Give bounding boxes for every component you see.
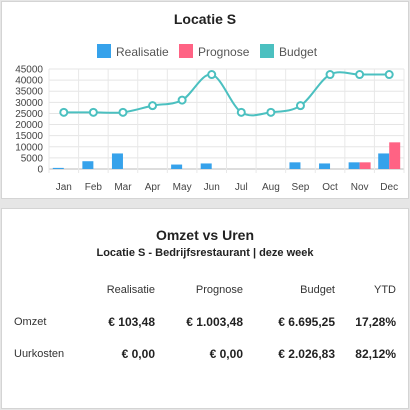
legend-swatch-prognose: [179, 44, 193, 58]
x-tick-label-may: May: [173, 182, 192, 193]
x-tick-label-apr: Apr: [145, 182, 161, 193]
y-tick-label-10000: 10000: [15, 142, 43, 153]
y-tick-label-45000: 45000: [15, 65, 43, 76]
bar-realisatie-may: [171, 164, 183, 169]
x-tick-label-feb: Feb: [85, 182, 103, 193]
bar-realisatie-jun: [200, 163, 212, 169]
point-budget-oct: [325, 70, 335, 80]
table-subtitle: Locatie S - Bedrijfsrestaurant | deze we…: [96, 247, 314, 259]
point-budget-nov: [355, 70, 365, 80]
point-budget-jan: [59, 107, 69, 117]
y-tick-label-35000: 35000: [15, 87, 43, 98]
legend-label-budget: Budget: [279, 45, 318, 59]
y-tick-label-25000: 25000: [15, 109, 43, 120]
bar-realisatie-nov: [348, 162, 360, 169]
point-budget-jul: [236, 107, 246, 117]
cell-omzet-budget: € 6.695,25: [278, 315, 335, 329]
x-tick-label-mar: Mar: [114, 182, 132, 193]
y-tick-label-15000: 15000: [15, 131, 43, 142]
y-tick-label-5000: 5000: [21, 153, 44, 164]
point-budget-sep: [295, 101, 305, 111]
y-tick-label-30000: 30000: [15, 98, 43, 109]
bar-realisatie-mar: [111, 153, 123, 169]
point-budget-feb: [88, 107, 98, 117]
row-label-omzet: Omzet: [14, 316, 47, 328]
chart-title: Locatie S: [173, 11, 237, 27]
bar-realisatie-dec: [378, 153, 390, 169]
table-title: Omzet vs Uren: [155, 227, 255, 243]
header-budget: Budget: [300, 284, 335, 296]
x-tick-label-sep: Sep: [292, 182, 310, 193]
legend-label-prognose: Prognose: [198, 45, 250, 59]
x-tick-label-nov: Nov: [351, 182, 369, 193]
bar-prognose-dec: [389, 142, 401, 169]
cell-omzet-prognose: € 1.003,48: [186, 315, 243, 329]
legend-swatch-realisatie: [97, 44, 111, 58]
x-tick-label-jan: Jan: [56, 182, 72, 193]
cell-omzet-realisatie: € 103,48: [108, 315, 155, 329]
point-budget-dec: [384, 70, 394, 80]
point-budget-jun: [207, 70, 217, 80]
y-tick-label-0: 0: [37, 165, 43, 176]
chart-card: Locatie S Realisatie Prognose Budget 45000 4…: [1, 1, 409, 199]
header-realisatie: Realisatie: [106, 284, 155, 296]
bar-realisatie-jan: [52, 167, 64, 169]
point-budget-aug: [266, 107, 276, 117]
bar-realisatie-oct: [319, 163, 331, 169]
x-tick-label-jul: Jul: [235, 182, 248, 193]
legend-swatch-budget: [260, 44, 274, 58]
point-budget-mar: [118, 107, 128, 117]
bar-prognose-nov: [359, 162, 371, 169]
y-tick-label-20000: 20000: [15, 120, 43, 131]
point-budget-may: [177, 95, 187, 105]
table-card: Omzet vs Uren Locatie S - Bedrijfsrestau…: [1, 208, 409, 409]
cell-omzet-ytd: 17,28%: [355, 315, 396, 329]
bar-realisatie-sep: [289, 162, 301, 169]
y-tick-label-40000: 40000: [15, 76, 43, 87]
cell-uurkosten-prognose: € 0,00: [209, 347, 243, 361]
point-budget-apr: [148, 101, 158, 111]
legend-label-realisatie: Realisatie: [116, 45, 169, 59]
x-tick-label-oct: Oct: [322, 182, 338, 193]
x-tick-label-aug: Aug: [262, 182, 280, 193]
bar-realisatie-feb: [82, 161, 94, 169]
header-prognose: Prognose: [195, 284, 243, 296]
cell-uurkosten-realisatie: € 0,00: [121, 347, 155, 361]
x-tick-label-dec: Dec: [380, 182, 398, 193]
cell-uurkosten-ytd: 82,12%: [355, 347, 396, 361]
cell-uurkosten-budget: € 2.026,83: [278, 347, 335, 361]
combo-chart: Realisatie Prognose Budget 4500040000350003…: [15, 44, 405, 193]
header-ytd: YTD: [374, 284, 396, 296]
x-tick-label-jun: Jun: [204, 182, 220, 193]
row-label-uurkosten: Uurkosten: [14, 348, 65, 360]
